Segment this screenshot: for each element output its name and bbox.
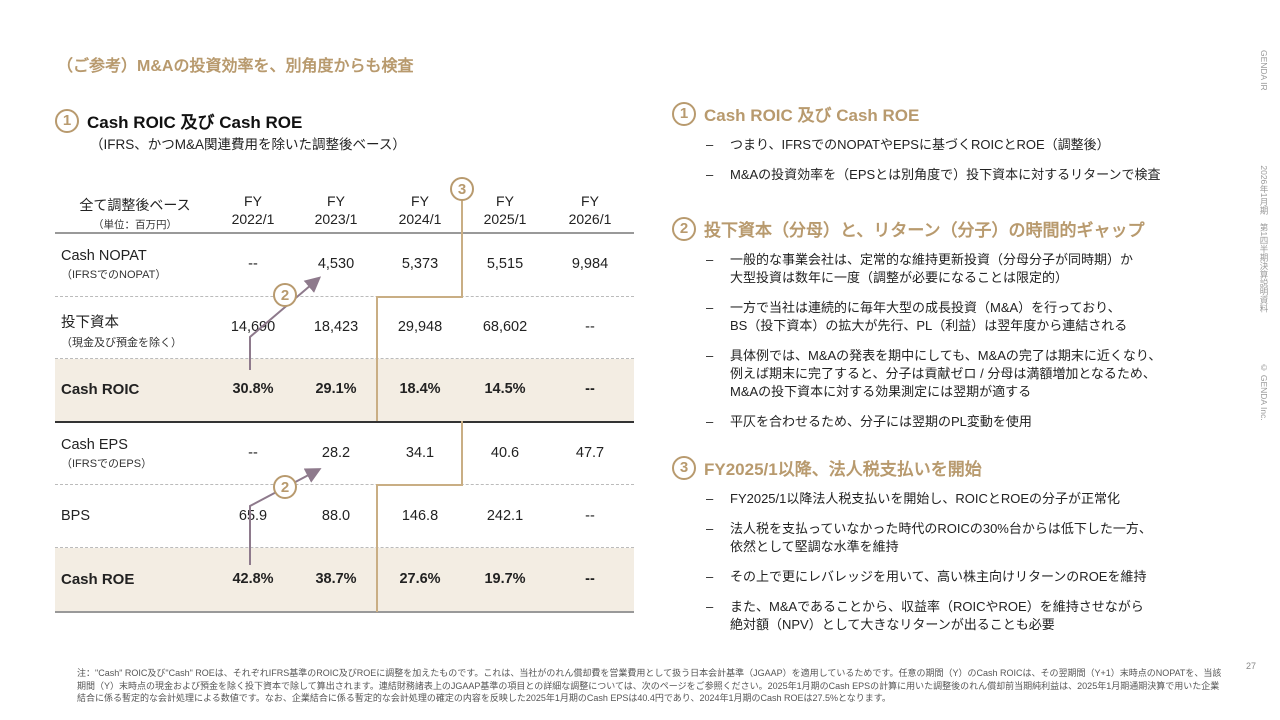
table-cell: 29.1% [315, 381, 357, 397]
corner-header: 全て調整後ベース （単位：百万円） [79, 197, 191, 231]
table-cell: 28.2 [321, 444, 351, 461]
bullet-item: FY2025/1以降法人税支払いを開始し、ROICとROEの分子が正常化 [706, 490, 1152, 508]
table-cell: 42.8% [232, 570, 274, 587]
table-cell: -- [585, 319, 595, 335]
table-heading: 1 Cash ROIC 及び Cash ROE [55, 108, 302, 133]
table-cell: 5,373 [401, 256, 439, 272]
bullet-item: 法人税を支払っていなかった時代のROICの30%台からは低下した一方、 依然とし… [706, 520, 1152, 556]
side-caption: GENDA IR 2026年1月期 第1四半期決算説明資料 © GENDA In… [1258, 50, 1270, 421]
column-header: FY 2026/1 [568, 193, 612, 227]
row-divider [55, 296, 634, 297]
header-divider [55, 232, 634, 234]
table-cell: -- [585, 507, 595, 524]
table-cell: -- [248, 444, 258, 461]
brand-label: GENDA IR [1259, 50, 1269, 91]
section-heading: 1 Cash ROIC 及び Cash ROE [672, 101, 1161, 126]
row-divider [55, 358, 634, 359]
tax-step-line-roic [376, 198, 463, 421]
table-cell: 38.7% [315, 570, 357, 587]
bullet-item: また、M&Aであることから、収益率（ROICやROE）を維持させながら 絶対額（… [706, 598, 1152, 634]
table-cell: -- [248, 256, 258, 272]
bullet-item: 一方で当社は連続的に毎年大型の成長投資（M&A）を行っており、 BS（投下資本）… [706, 299, 1161, 335]
table-cell: 242.1 [486, 507, 524, 524]
gap-marker: 2 [273, 283, 297, 307]
table-cell: 9,984 [571, 256, 609, 272]
column-header: FY 2022/1 [231, 193, 275, 227]
bullet-item: M&Aの投資効率を（EPSとは別角度で）投下資本に対するリターンで検査 [706, 166, 1161, 184]
section-heading: 3 FY2025/1以降、法人税支払いを開始 [672, 455, 1152, 480]
page-number: 27 [1246, 661, 1257, 671]
bullet-list: 一般的な事業会社は、定常的な維持更新投資（分母分子が同時期）か 大型投資は数年に… [706, 251, 1161, 431]
column-header: FY 2023/1 [314, 193, 358, 227]
table-cell: -- [585, 381, 595, 397]
bullet-item: その上で更にレバレッジを用いて、高い株主向けリターンのROEを維持 [706, 568, 1152, 586]
tax-marker: 3 [450, 177, 474, 201]
row-divider [55, 547, 634, 548]
table-cell: 30.8% [232, 381, 274, 397]
section-2: 2投下資本（分母）と、リターン（分子）の時間的ギャップ一般的な事業会社は、定常的… [672, 216, 1161, 443]
bullet-item: 平仄を合わせるため、分子には翌期のPL変動を使用 [706, 413, 1161, 431]
table-cell: 29,948 [397, 319, 443, 335]
table-cell: 65.9 [238, 507, 268, 524]
highlight-row-bg [55, 359, 634, 421]
table-cell: 40.6 [490, 444, 520, 461]
row-divider [55, 611, 634, 613]
table-subtitle: （IFRS、かつM&A関連費用を除いた調整後ベース） [90, 137, 406, 152]
table-title: Cash ROIC 及び Cash ROE [87, 113, 303, 132]
footnote: 注："Cash" ROIC及び"Cash" ROEは、それぞれIFRS基準のRO… [77, 668, 1222, 703]
table-cell: 18.4% [399, 381, 441, 397]
number-badge: 3 [672, 455, 696, 480]
table-cell: 18,423 [313, 319, 359, 335]
table-cell: 14.5% [484, 381, 526, 397]
bullet-item: つまり、IFRSでのNOPATやEPSに基づくROICとROE（調整後） [706, 136, 1161, 154]
table-cell: 14,690 [230, 319, 276, 335]
table-cell: 4,530 [317, 256, 355, 272]
table-cell: 47.7 [575, 444, 605, 461]
row-label: Cash EPS （IFRSでのEPS） [61, 436, 153, 470]
section-heading: 2 投下資本（分母）と、リターン（分子）の時間的ギャップ [672, 216, 1161, 241]
highlight-row-bg [55, 548, 634, 611]
table-cell: -- [585, 570, 595, 587]
copyright: © GENDA Inc. [1259, 362, 1269, 421]
bullet-item: 一般的な事業会社は、定常的な維持更新投資（分母分子が同時期）か 大型投資は数年に… [706, 251, 1161, 287]
column-header: FY 2025/1 [483, 193, 527, 227]
row-label: Cash ROIC [61, 381, 140, 398]
row-label: BPS [61, 507, 91, 524]
bullet-list: FY2025/1以降法人税支払いを開始し、ROICとROEの分子が正常化法人税を… [706, 490, 1152, 634]
row-label: Cash ROE [61, 570, 135, 588]
row-label: Cash NOPAT （IFRSでのNOPAT） [61, 248, 167, 281]
row-divider [55, 421, 634, 423]
tax-step-line-roe [376, 421, 463, 612]
bullet-item: 具体例では、M&Aの発表を期中にしても、M&Aの完了は期末に近くなり、 例えば期… [706, 347, 1161, 401]
number-badge: 1 [672, 101, 696, 126]
table-cell: 88.0 [321, 507, 351, 524]
column-header: FY 2024/1 [398, 193, 442, 227]
table-cell: 68,602 [482, 319, 528, 335]
table-cell: 19.7% [484, 570, 526, 587]
number-badge: 1 [55, 108, 79, 133]
page-title: （ご参考）M&Aの投資効率を、別角度からも検査 [57, 58, 414, 75]
row-label: 投下資本 （現金及び預金を除く） [61, 315, 182, 349]
bullet-list: つまり、IFRSでのNOPATやEPSに基づくROICとROE（調整後） M&Aの… [706, 136, 1161, 184]
row-divider [55, 484, 634, 485]
table-cell: 146.8 [401, 507, 439, 524]
number-badge: 2 [672, 216, 696, 241]
gap-marker: 2 [273, 475, 297, 499]
table-cell: 5,515 [486, 256, 524, 272]
table-cell: 34.1 [405, 444, 435, 461]
document-label: 2026年1月期 第1四半期決算説明資料 [1259, 165, 1269, 313]
table-cell: 27.6% [399, 570, 441, 587]
